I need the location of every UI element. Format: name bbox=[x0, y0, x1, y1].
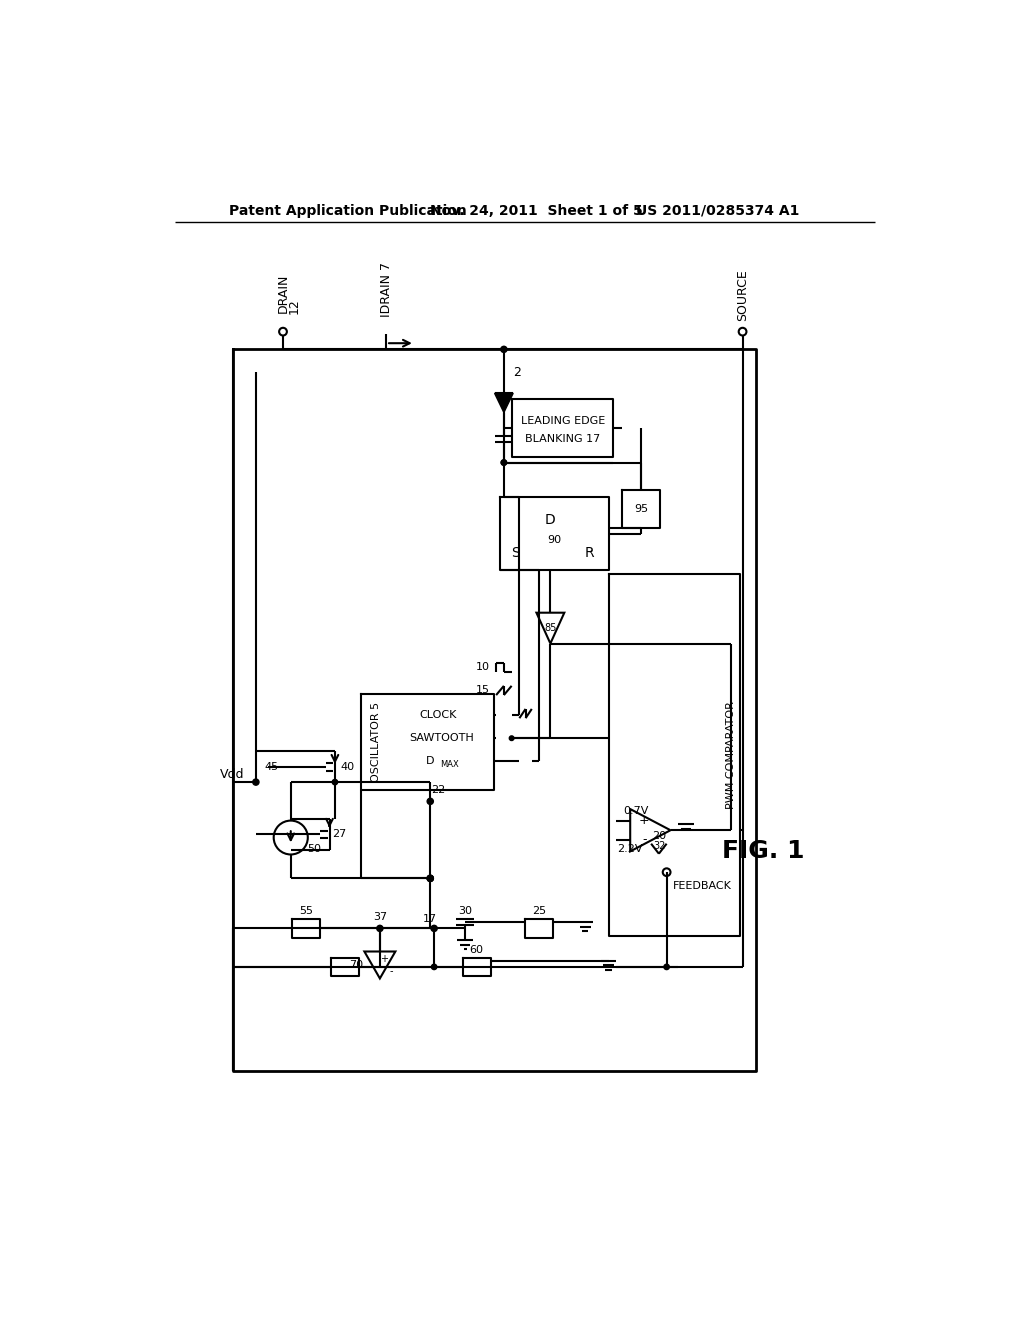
Text: +: + bbox=[639, 814, 649, 828]
Text: Nov. 24, 2011  Sheet 1 of 5: Nov. 24, 2011 Sheet 1 of 5 bbox=[430, 203, 643, 218]
Text: 55: 55 bbox=[299, 907, 313, 916]
Text: 15: 15 bbox=[476, 685, 489, 696]
Text: 40: 40 bbox=[340, 762, 354, 772]
Text: US 2011/0285374 A1: US 2011/0285374 A1 bbox=[636, 203, 799, 218]
Text: MAX: MAX bbox=[440, 760, 459, 768]
Circle shape bbox=[253, 779, 259, 785]
Text: FIG. 1: FIG. 1 bbox=[722, 840, 805, 863]
Circle shape bbox=[501, 346, 507, 352]
Text: 2.2V: 2.2V bbox=[617, 843, 643, 854]
Circle shape bbox=[501, 459, 507, 465]
Text: 70: 70 bbox=[349, 960, 364, 970]
Circle shape bbox=[431, 925, 437, 932]
Text: 50: 50 bbox=[307, 843, 321, 854]
Text: FEEDBACK: FEEDBACK bbox=[673, 880, 732, 891]
Circle shape bbox=[501, 459, 507, 465]
Text: CLOCK: CLOCK bbox=[419, 710, 457, 721]
Text: Patent Application Publication: Patent Application Publication bbox=[228, 203, 467, 218]
Text: IDRAIN 7: IDRAIN 7 bbox=[380, 261, 392, 317]
Text: 32: 32 bbox=[653, 841, 666, 851]
Text: DRAIN: DRAIN bbox=[276, 273, 290, 313]
Text: SAWTOOTH: SAWTOOTH bbox=[410, 733, 474, 743]
Text: 17: 17 bbox=[423, 915, 437, 924]
Circle shape bbox=[377, 925, 383, 932]
Text: 0.7V: 0.7V bbox=[623, 807, 648, 816]
Circle shape bbox=[509, 737, 514, 741]
Circle shape bbox=[427, 875, 433, 882]
Text: 22: 22 bbox=[431, 785, 445, 795]
Text: Vdd: Vdd bbox=[220, 768, 245, 781]
Text: 95: 95 bbox=[634, 504, 648, 513]
Text: 90: 90 bbox=[547, 535, 561, 545]
Text: 37: 37 bbox=[373, 912, 387, 921]
Text: 12: 12 bbox=[288, 298, 301, 314]
Text: 10: 10 bbox=[476, 663, 489, 672]
Circle shape bbox=[427, 799, 433, 804]
Text: 60: 60 bbox=[470, 945, 483, 954]
Text: D: D bbox=[545, 513, 556, 527]
Text: -: - bbox=[642, 833, 646, 846]
Text: 27: 27 bbox=[333, 829, 347, 840]
Text: S: S bbox=[511, 545, 520, 560]
Text: -: - bbox=[390, 966, 393, 975]
Circle shape bbox=[332, 779, 338, 785]
Circle shape bbox=[664, 964, 670, 970]
Text: BLANKING 17: BLANKING 17 bbox=[525, 434, 600, 445]
Text: +: + bbox=[380, 954, 388, 964]
Text: D: D bbox=[426, 756, 434, 767]
Text: SOURCE: SOURCE bbox=[736, 269, 750, 321]
Circle shape bbox=[427, 875, 433, 882]
Text: 2: 2 bbox=[513, 366, 521, 379]
Polygon shape bbox=[495, 393, 513, 412]
Text: PWM COMPARATOR: PWM COMPARATOR bbox=[726, 701, 736, 809]
Text: 85: 85 bbox=[544, 623, 557, 634]
Circle shape bbox=[427, 875, 433, 882]
Text: 25: 25 bbox=[531, 907, 546, 916]
Text: LEADING EDGE: LEADING EDGE bbox=[520, 416, 605, 426]
Text: R: R bbox=[585, 545, 594, 560]
Text: 20: 20 bbox=[652, 832, 666, 841]
Text: 45: 45 bbox=[264, 762, 279, 772]
Text: OSCILLATOR 5: OSCILLATOR 5 bbox=[371, 702, 381, 781]
Text: 30: 30 bbox=[458, 907, 472, 916]
Circle shape bbox=[431, 964, 437, 970]
